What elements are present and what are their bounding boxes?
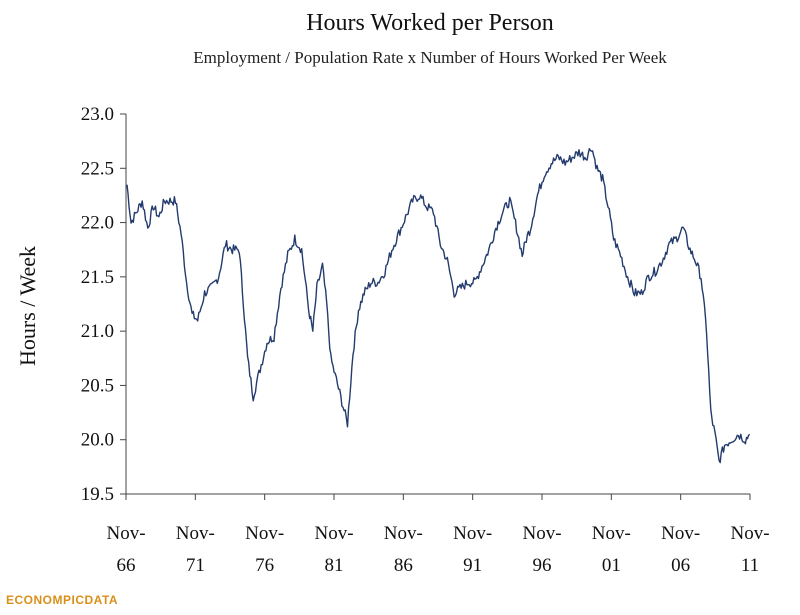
x-tick-label-line2: 01: [602, 555, 621, 576]
x-tick-label-line2: 66: [117, 555, 136, 576]
chart-title: Hours Worked per Person: [306, 10, 554, 36]
x-tick-label-line1: Nov-: [106, 523, 145, 544]
x-tick-label-line2: 86: [394, 555, 413, 576]
y-tick-label: 19.5: [81, 484, 114, 505]
chart-subtitle: Employment / Population Rate x Number of…: [193, 48, 667, 67]
x-ticks: Nov- 66 Nov- 71 Nov- 76 Nov- 81 Nov- 86 Nov- 91 Nov-…: [106, 494, 770, 576]
series-group: [126, 147, 751, 464]
x-tick-label-line2: 06: [671, 555, 690, 576]
x-tick-label-line1: Nov-: [522, 523, 561, 544]
y-tick-label: 22.0: [81, 213, 114, 234]
y-tick-label: 20.5: [81, 375, 114, 396]
x-tick-label-line2: 91: [463, 555, 482, 576]
x-tick-label-line1: Nov-: [661, 523, 700, 544]
x-tick-label-line2: 76: [255, 555, 274, 576]
source-logo: ECONOMPICDATA: [6, 593, 119, 607]
x-tick-label-line2: 11: [741, 555, 759, 576]
y-tick-label: 22.5: [81, 158, 114, 179]
x-tick-label-line1: Nov-: [245, 523, 284, 544]
x-tick-label-line2: 71: [186, 555, 205, 576]
x-tick-label-line1: Nov-: [384, 523, 423, 544]
x-tick-label-line1: Nov-: [314, 523, 353, 544]
x-tick-label-line1: Nov-: [453, 523, 492, 544]
axes: [125, 114, 750, 495]
y-tick-label: 20.0: [81, 430, 114, 451]
series-line: [126, 147, 751, 464]
x-tick-label-line2: 96: [533, 555, 552, 576]
y-tick-label: 23.0: [81, 104, 114, 125]
x-tick-label-line1: Nov-: [176, 523, 215, 544]
x-tick-label-line2: 81: [325, 555, 344, 576]
x-tick-label-line1: Nov-: [592, 523, 631, 544]
y-ticks: 23.0 22.5 22.0 21.5 21.0 20.5 20.0 19.5: [81, 104, 126, 505]
x-tick-label-line1: Nov-: [730, 523, 769, 544]
y-tick-label: 21.5: [81, 267, 114, 288]
y-tick-label: 21.0: [81, 321, 114, 342]
